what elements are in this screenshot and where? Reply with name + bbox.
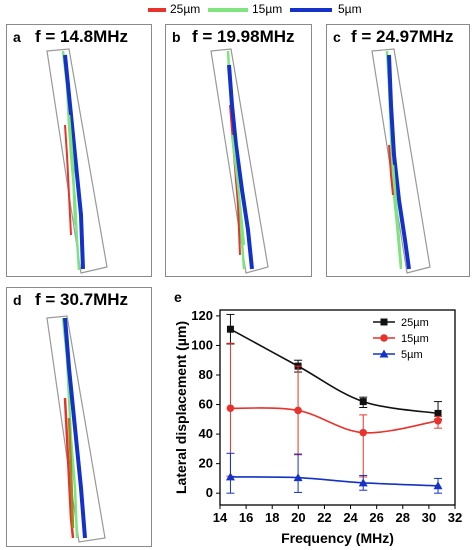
- simulation-panel-d: d f = 30.7MHz: [6, 287, 152, 547]
- displacement-chart: 14 16 18 20 22 24 26 28 30 32 0 20 40 60 80 100 120 Frequ…: [173, 308, 462, 546]
- simulation-panel-a: a f = 14.8MHz: [6, 24, 152, 277]
- y-tick-label: 40: [199, 426, 213, 441]
- simulation-image-a: [46, 48, 108, 274]
- plot-frame: [219, 309, 456, 506]
- x-tick-label: 14: [213, 510, 228, 525]
- y-axis-title: Lateral displacement (µm): [173, 321, 189, 494]
- series-line: [230, 407, 439, 434]
- data-point: [226, 325, 234, 333]
- simulation-panel-b: b f = 19.98MHz: [165, 24, 312, 277]
- y-tick-label: 100: [191, 337, 213, 352]
- x-tick-label: 18: [265, 510, 279, 525]
- frequency-label-d: f = 30.7MHz: [35, 290, 129, 309]
- top-legend: 25µm 15µm 5µm: [0, 0, 473, 24]
- data-point: [225, 472, 235, 481]
- y-tick-label: 20: [199, 456, 213, 471]
- x-tick-label: 22: [317, 510, 331, 525]
- x-tick-label: 30: [422, 510, 436, 525]
- panel-letter-e: e: [174, 289, 182, 305]
- data-point: [293, 473, 303, 482]
- legend-label: 15µm: [401, 333, 429, 345]
- data-point: [359, 428, 368, 437]
- y-tick-label: 80: [199, 367, 213, 382]
- legend-label-5um: 5µm: [338, 2, 362, 16]
- y-tick-label: 60: [199, 397, 213, 412]
- legend-marker: [380, 318, 388, 326]
- panel-letter-d: d: [13, 292, 22, 308]
- series-line: [230, 328, 439, 415]
- simulation-panel-c: c f = 24.97MHz: [326, 24, 470, 277]
- legend-label-25um: 25µm: [170, 2, 201, 16]
- panel-letter-b: b: [172, 29, 181, 45]
- simulation-image-c: [371, 48, 431, 274]
- data-point: [434, 409, 442, 417]
- y-tick-label: 120: [191, 308, 213, 323]
- data-point: [294, 406, 302, 415]
- data-point: [359, 398, 367, 406]
- legend-swatch-25um: [148, 8, 166, 12]
- frequency-label-c: f = 24.97MHz: [351, 27, 454, 46]
- data-point: [226, 404, 235, 413]
- x-tick-label: 24: [343, 510, 358, 525]
- data-point: [358, 478, 368, 487]
- legend-marker: [380, 334, 388, 342]
- x-tick-label: 16: [239, 510, 253, 525]
- y-tick-label: 0: [206, 485, 213, 500]
- x-tick-label: 32: [448, 510, 462, 525]
- panel-letter-c: c: [333, 29, 341, 45]
- legend-swatch-15um: [208, 8, 248, 12]
- legend-label: 5µm: [401, 349, 423, 361]
- x-tick-label: 28: [396, 510, 410, 525]
- legend-swatch-5um: [290, 8, 332, 12]
- x-axis-title: Frequency (MHz): [281, 530, 394, 546]
- simulation-image-b: [210, 48, 269, 274]
- series-line: [230, 476, 439, 487]
- legend-label-15um: 15µm: [252, 2, 283, 16]
- frequency-label-b: f = 19.98MHz: [192, 27, 295, 46]
- frequency-label-a: f = 14.8MHz: [35, 27, 129, 46]
- data-point: [433, 481, 443, 490]
- data-point: [434, 416, 442, 425]
- simulation-image-d: [46, 315, 106, 543]
- x-tick-label: 26: [369, 510, 383, 525]
- legend-marker: [379, 349, 389, 358]
- x-tick-label: 20: [291, 510, 305, 525]
- legend-label: 25µm: [401, 317, 429, 329]
- panel-letter-a: a: [13, 29, 21, 45]
